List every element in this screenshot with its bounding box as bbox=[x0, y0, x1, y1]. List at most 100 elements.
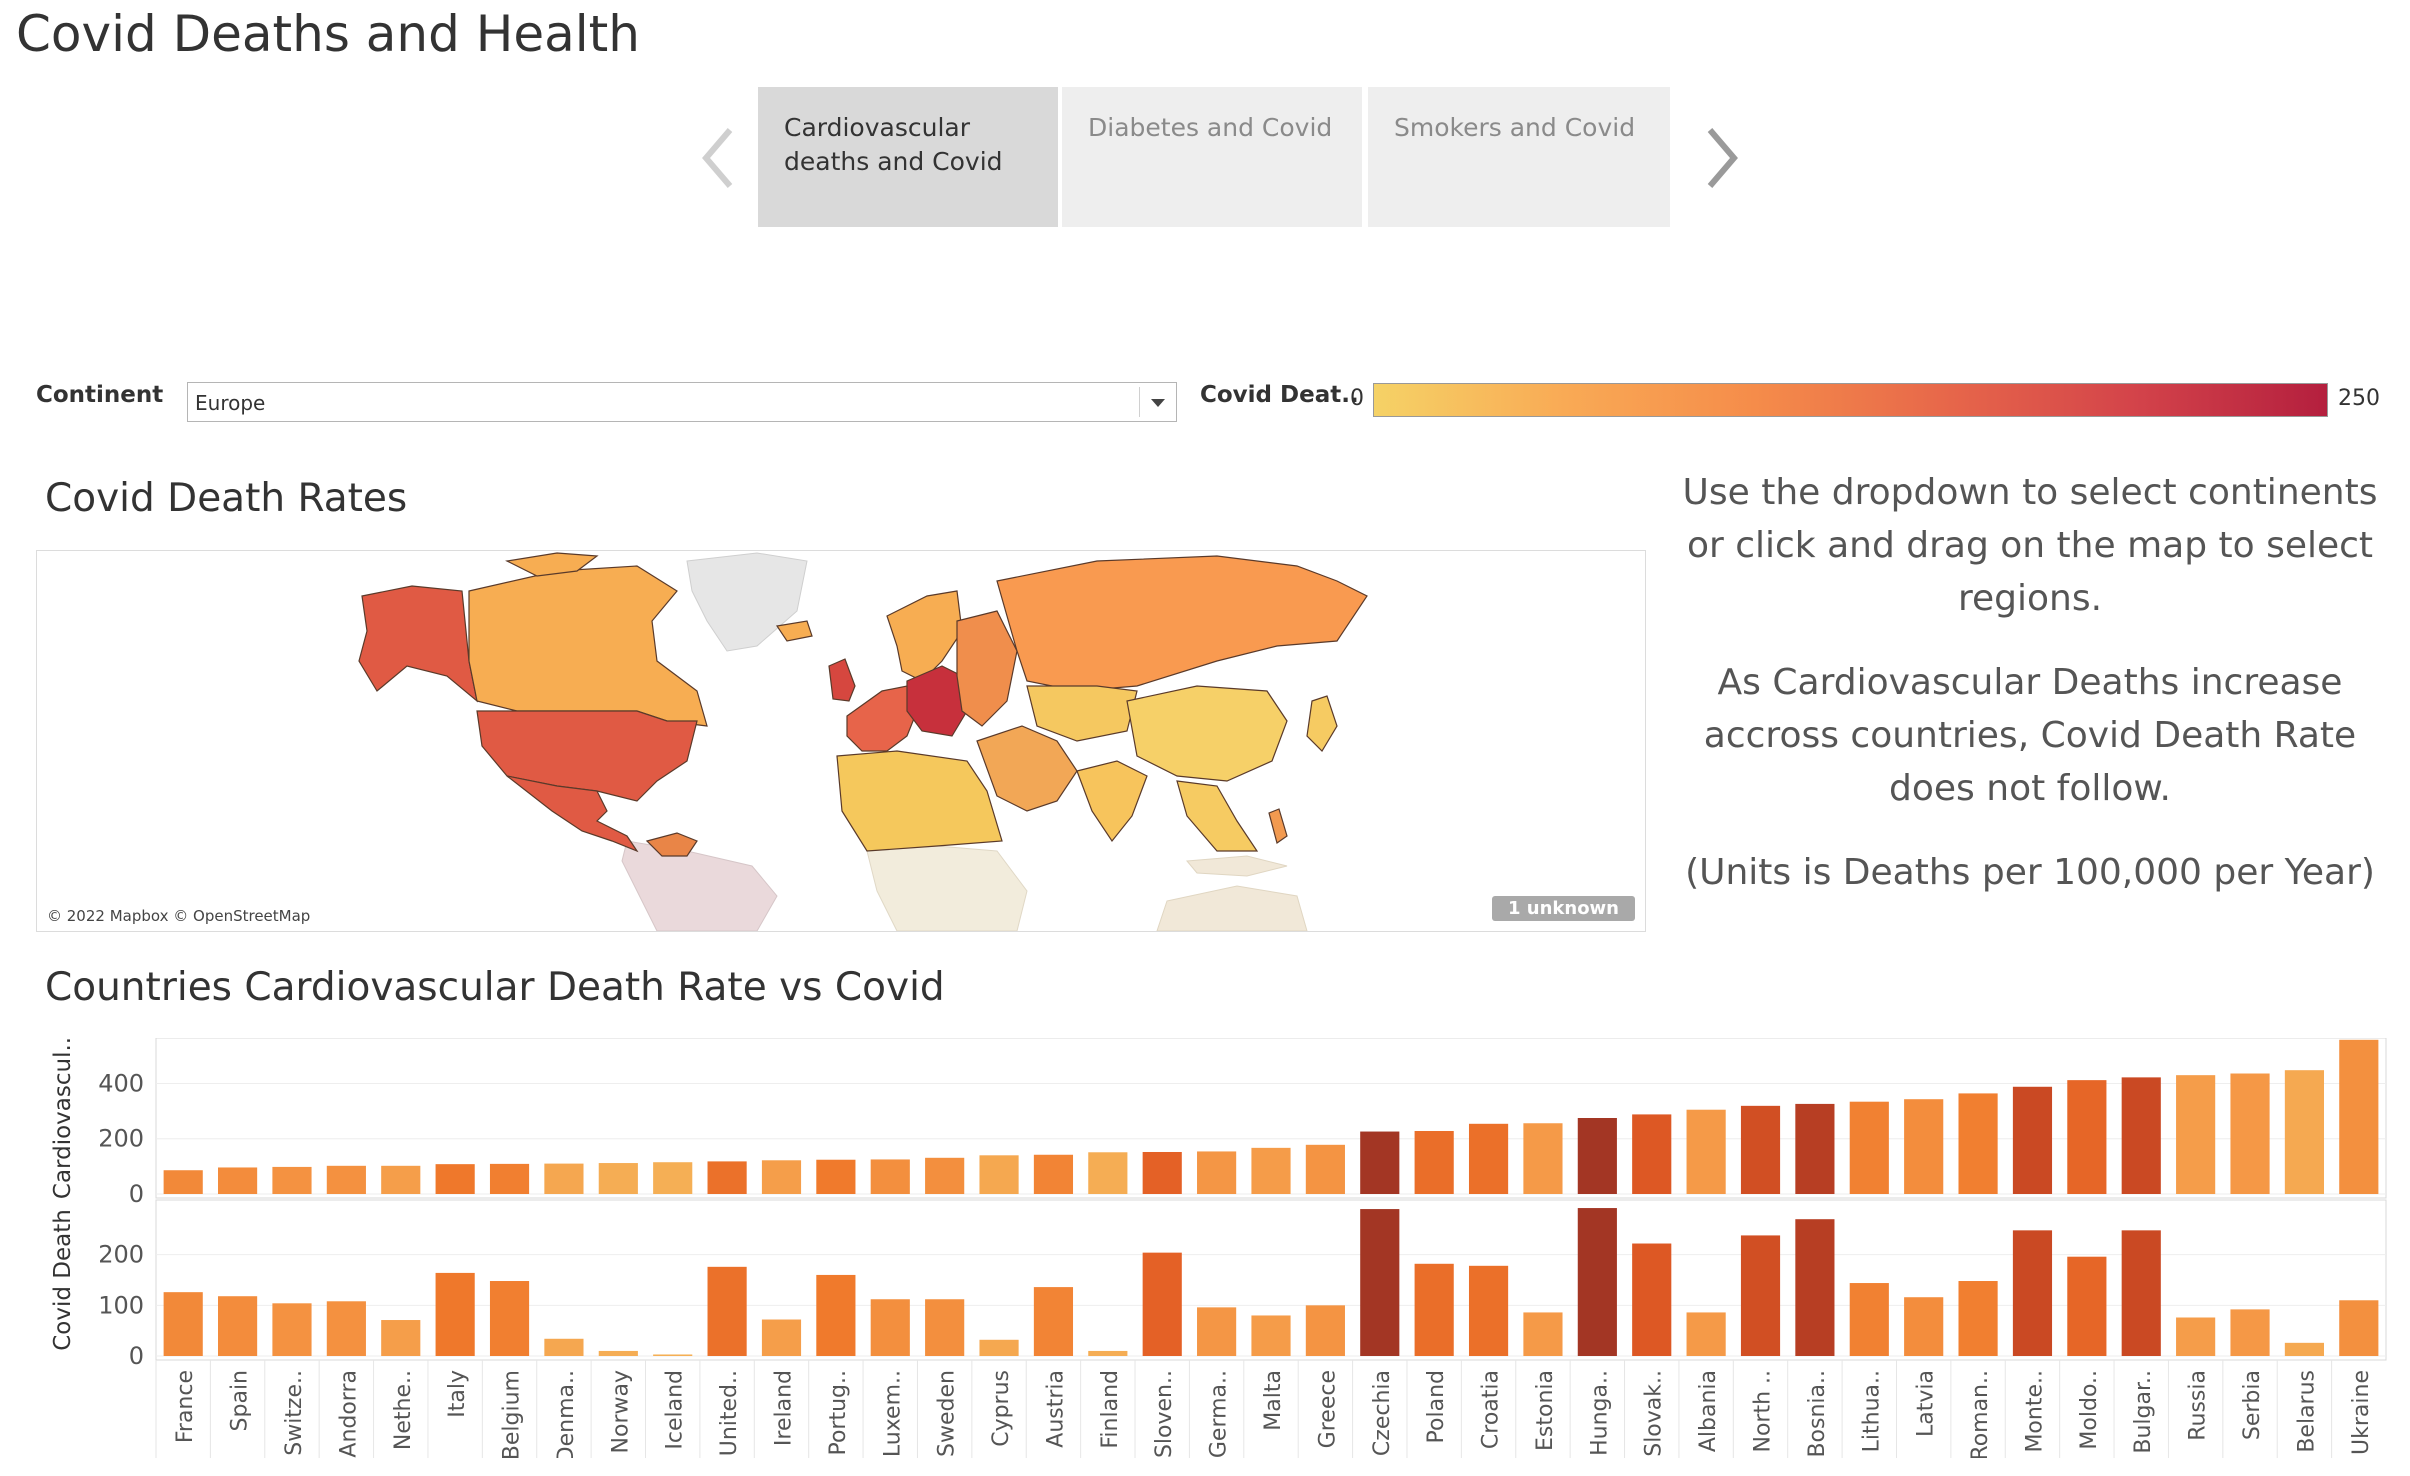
map-region-southeast-asia bbox=[1176, 780, 1259, 852]
bar bbox=[326, 1165, 366, 1194]
bar bbox=[381, 1320, 421, 1356]
bar bbox=[1849, 1283, 1889, 1356]
story-point-label: Cardiovascular deaths and Covid bbox=[784, 113, 1003, 176]
map-region-japan bbox=[1306, 695, 1338, 752]
bar bbox=[1686, 1312, 1726, 1356]
bar bbox=[435, 1164, 475, 1194]
bar bbox=[1740, 1105, 1781, 1194]
bar bbox=[1523, 1312, 1563, 1356]
bar-chart: 0 200 400 Cardiovascul.. 0 100 200 Covid Death F… bbox=[36, 1038, 2388, 1458]
map-region-usa bbox=[476, 710, 698, 802]
story-point-label: Smokers and Covid bbox=[1394, 113, 1636, 142]
map-title: Covid Death Rates bbox=[45, 476, 408, 521]
map-region-canada bbox=[468, 565, 708, 727]
bar bbox=[2067, 1256, 2107, 1356]
bar bbox=[272, 1303, 312, 1356]
x-tick-label: Belarus bbox=[2294, 1370, 2319, 1453]
bar bbox=[653, 1354, 693, 1356]
bar bbox=[163, 1170, 203, 1194]
x-tick-label: Croatia bbox=[1479, 1370, 1504, 1449]
bar bbox=[1197, 1307, 1237, 1356]
x-tick-label: North .. bbox=[1751, 1370, 1776, 1453]
units-note: (Units is Deaths per 100,000 per Year) bbox=[1685, 852, 2375, 893]
color-legend-min: 0 bbox=[1350, 386, 1364, 411]
story-point-cardiovascular[interactable]: Cardiovascular deaths and Covid bbox=[758, 87, 1058, 227]
x-tick-label: Ukraine bbox=[2349, 1370, 2374, 1455]
bar bbox=[1088, 1350, 1128, 1356]
bar bbox=[870, 1299, 910, 1356]
map-region-venezuela bbox=[645, 832, 698, 857]
map-region-scandinavia bbox=[886, 590, 963, 682]
bar bbox=[489, 1163, 530, 1194]
x-tick-label: Luxem.. bbox=[880, 1370, 905, 1457]
bar bbox=[1958, 1093, 1998, 1194]
continent-dropdown[interactable]: Europe bbox=[187, 382, 1177, 422]
bar bbox=[1033, 1287, 1074, 1356]
map-region-alaska bbox=[358, 585, 478, 703]
map-region-australia bbox=[1156, 885, 1308, 931]
x-tick-label: Albania bbox=[1696, 1370, 1721, 1452]
y-tick-label: 0 bbox=[129, 1342, 144, 1370]
dropdown-divider bbox=[1139, 387, 1140, 417]
map-region-eastern-europe bbox=[956, 610, 1018, 727]
x-tick-label: Cyprus bbox=[989, 1370, 1014, 1447]
map-region-middle-east bbox=[976, 725, 1078, 812]
bar bbox=[272, 1166, 312, 1194]
map-region-uk bbox=[828, 658, 856, 702]
world-map[interactable]: © 2022 Mapbox © OpenStreetMap 1 unknown bbox=[36, 550, 1646, 932]
x-tick-label: Switze.. bbox=[282, 1370, 307, 1456]
x-tick-label: Lithua.. bbox=[1859, 1370, 1884, 1452]
bar bbox=[2339, 1039, 2379, 1194]
map-region-africa-south bbox=[866, 845, 1028, 931]
bar bbox=[1197, 1151, 1237, 1194]
bar bbox=[761, 1319, 802, 1356]
bar bbox=[1360, 1209, 1400, 1356]
color-legend-max: 250 bbox=[2338, 386, 2380, 411]
bar bbox=[435, 1272, 475, 1356]
bar bbox=[2067, 1080, 2107, 1194]
y-tick-label: 100 bbox=[98, 1291, 144, 1319]
x-tick-label: Denma.. bbox=[554, 1370, 579, 1458]
y-tick-label: 200 bbox=[98, 1125, 144, 1153]
y-tick-label: 400 bbox=[98, 1069, 144, 1097]
x-tick-label: Czechia bbox=[1370, 1370, 1395, 1456]
map-region-north-africa bbox=[836, 750, 1003, 852]
bar bbox=[979, 1155, 1019, 1194]
x-tick-label: Belgium bbox=[500, 1370, 525, 1458]
map-region-indonesia bbox=[1186, 855, 1288, 877]
chevron-right-icon[interactable] bbox=[1688, 118, 1748, 198]
y-tick-label: 0 bbox=[129, 1180, 144, 1208]
x-tick-label: Russia bbox=[2186, 1370, 2211, 1441]
bar bbox=[598, 1350, 638, 1356]
map-region-philippines bbox=[1268, 808, 1288, 844]
bar bbox=[2012, 1086, 2053, 1194]
story-point-diabetes[interactable]: Diabetes and Covid bbox=[1062, 87, 1362, 227]
bar bbox=[761, 1160, 802, 1194]
bar bbox=[2176, 1317, 2216, 1356]
map-region-south-america bbox=[621, 840, 778, 931]
bar bbox=[1632, 1114, 1672, 1194]
bar bbox=[707, 1266, 747, 1356]
bar bbox=[1414, 1263, 1454, 1356]
unknown-values-badge[interactable]: 1 unknown bbox=[1491, 896, 1635, 921]
chevron-left-icon[interactable] bbox=[692, 118, 752, 198]
instruction-text: Use the dropdown to select continents or… bbox=[1682, 472, 2378, 619]
bar bbox=[598, 1163, 638, 1194]
x-tick-label: Austria bbox=[1043, 1370, 1068, 1448]
bar bbox=[2230, 1073, 2270, 1194]
map-canvas[interactable] bbox=[37, 551, 1645, 931]
map-region-arctic-islands bbox=[505, 552, 599, 577]
bar bbox=[1305, 1144, 1345, 1194]
map-region-iceland bbox=[775, 620, 813, 642]
story-point-smokers[interactable]: Smokers and Covid bbox=[1368, 87, 1670, 227]
bar bbox=[1958, 1281, 1998, 1356]
bar bbox=[1795, 1103, 1835, 1194]
x-tick-label: Poland bbox=[1424, 1370, 1449, 1443]
x-tick-label: Greece bbox=[1315, 1370, 1340, 1448]
bar bbox=[1305, 1305, 1345, 1356]
bar bbox=[381, 1165, 421, 1194]
x-tick-label: Monte.. bbox=[2022, 1370, 2047, 1453]
bar bbox=[2121, 1230, 2161, 1356]
bar bbox=[1577, 1118, 1617, 1194]
chevron-down-icon[interactable] bbox=[1140, 383, 1176, 421]
